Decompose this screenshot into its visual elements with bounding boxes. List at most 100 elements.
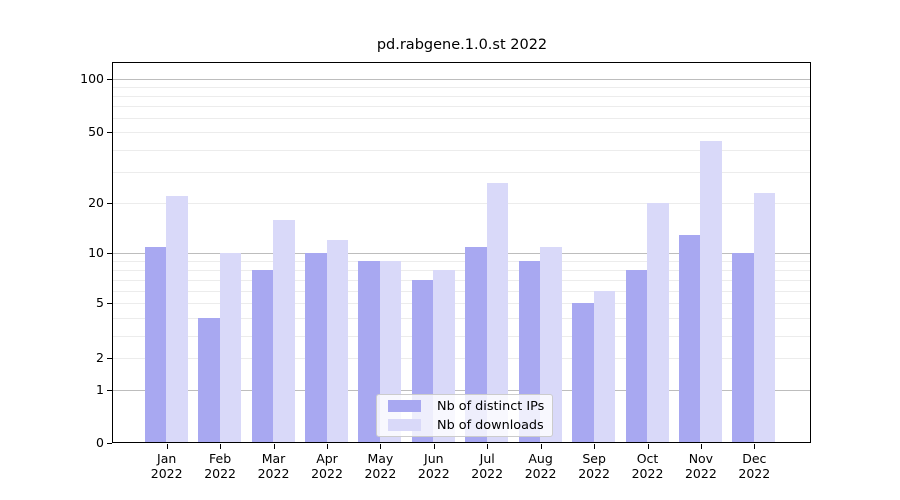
gridline-minor [113,86,810,88]
gridline-minor [113,172,810,174]
gridline-minor [113,132,810,134]
x-tick-label: Dec 2022 [722,451,786,481]
x-tick-mark [754,444,756,449]
bar-downloads [273,219,295,443]
gridline-minor [113,358,810,360]
x-tick-label: Sep 2022 [562,451,626,481]
y-tick-label: 0 [96,435,104,450]
x-tick-mark [273,444,275,449]
gridline-minor [113,335,810,337]
x-tick-mark [166,444,168,449]
x-tick-label-month: Oct [636,451,659,466]
gridline-minor [113,317,810,319]
bar-ips [251,269,273,443]
gridline-minor [113,106,810,108]
bar-ips [358,261,380,443]
bar-ips [732,253,754,443]
legend-item-downloads: Nb of downloads [377,417,552,433]
gridline-minor [113,261,810,263]
legend-label-downloads: Nb of downloads [437,417,544,433]
y-tick-mark [107,390,112,391]
x-tick-mark [540,444,542,449]
x-tick-mark [433,444,435,449]
x-tick-label: Jan 2022 [135,451,199,481]
x-tick-mark [487,444,489,449]
bar-ips [572,303,594,443]
x-tick-label-month: Aug [528,451,553,466]
x-tick-label-month: Jun [424,451,444,466]
x-tick-label-month: Feb [209,451,232,466]
x-tick-mark [327,444,328,449]
bar-downloads [700,140,722,443]
x-tick-label-year: 2022 [684,466,717,481]
bar-ips [678,234,701,443]
gridline-minor [113,290,810,292]
y-tick-label: 20 [88,195,104,211]
gridline-minor [113,95,810,97]
x-tick-label: Apr 2022 [295,451,359,481]
bar-ips [198,317,220,443]
y-tick-label: 1 [96,382,104,397]
x-tick-label-year: 2022 [738,466,771,481]
x-tick-label-year: 2022 [257,466,290,481]
x-tick-mark [700,444,702,449]
x-tick-label-year: 2022 [524,466,557,481]
y-tick-label: 5 [96,295,104,311]
gridline-minor [113,303,810,305]
x-tick-label-month: Dec [742,451,767,466]
x-tick-label-month: Sep [582,451,606,466]
x-tick-label-year: 2022 [204,466,236,481]
x-tick-label-month: Nov [688,451,714,466]
x-tick-label: Aug 2022 [509,451,573,481]
x-tick-label: May 2022 [348,451,412,481]
x-tick-label: Jun 2022 [402,451,466,481]
y-tick-mark [107,443,112,444]
x-tick-label-year: 2022 [631,466,664,481]
legend-label-ips: Nb of distinct IPs [437,398,545,414]
gridline-decade [113,253,810,255]
gridline-minor [113,118,810,120]
bar-downloads [326,240,348,443]
x-tick-label-year: 2022 [471,466,504,481]
x-tick-label-month: Jan [157,451,177,466]
x-tick-label: Mar 2022 [242,451,306,481]
x-tick-label: Jul 2022 [455,451,519,481]
y-tick-label: 2 [96,350,104,366]
bar-downloads [166,196,188,443]
y-tick-mark [107,203,112,205]
x-tick-label-year: 2022 [311,466,343,481]
bar-downloads [753,192,776,443]
x-tick-mark [594,444,596,449]
bar-downloads [593,290,616,443]
x-tick-mark [647,444,649,449]
legend-swatch-ips [388,400,421,412]
x-tick-label-year: 2022 [417,466,450,481]
gridline-decade [113,78,810,80]
y-tick-label: 50 [88,124,104,140]
bar-downloads [540,246,562,443]
y-tick-label: 10 [88,245,104,261]
y-tick-mark [107,132,112,134]
x-tick-label-year: 2022 [150,466,183,481]
x-tick-mark [380,444,382,449]
gridline-minor [113,149,810,151]
bar-ips [305,253,327,443]
x-tick-label-year: 2022 [578,466,610,481]
bar-downloads [486,183,509,443]
x-tick-label-month: May [367,451,394,466]
y-tick-mark [107,358,112,360]
legend-item-ips: Nb of distinct IPs [377,398,552,414]
x-tick-label-month: Mar [261,451,286,466]
x-tick-mark [220,444,222,449]
x-tick-label: Nov 2022 [669,451,733,481]
x-tick-label-month: Jul [479,451,495,466]
y-tick-mark [107,253,112,255]
bar-downloads [219,253,242,443]
gridline-minor [113,203,810,205]
chart-title: pd.rabgene.1.0.st 2022 [376,37,548,53]
bar-downloads [647,203,669,443]
bar-ips [144,246,167,443]
bar-ips [465,246,487,443]
x-tick-label: Oct 2022 [616,451,680,481]
